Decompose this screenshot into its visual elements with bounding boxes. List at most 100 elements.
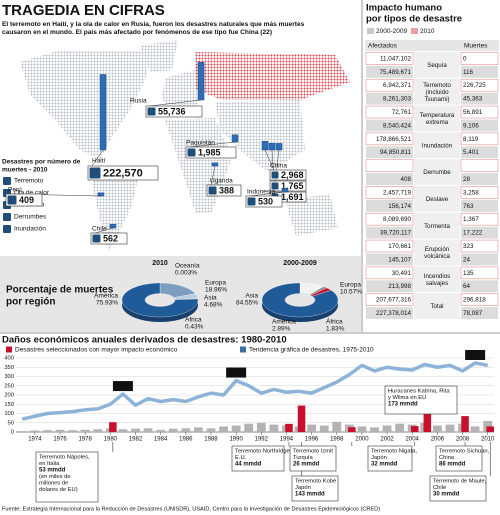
row-label-cell — [414, 105, 460, 132]
x-tick-label: 1982 — [129, 437, 143, 443]
column-header: Muertes — [464, 43, 488, 50]
continent — [215, 100, 305, 172]
x-tick-label: 2002 — [380, 437, 394, 443]
cell-value: 207,677,316 — [376, 297, 412, 304]
legend-label: Desastres seleccionados con mayor impact… — [15, 347, 178, 354]
y-tick-label: 350 — [4, 365, 14, 371]
row-label-cell — [414, 159, 460, 185]
annotation-amount: 44 mmdd — [235, 462, 262, 468]
annotation-box — [231, 445, 285, 472]
cell — [460, 132, 499, 146]
cell — [366, 199, 413, 212]
map-bar — [97, 192, 105, 197]
icon — [92, 234, 101, 243]
bar — [68, 430, 78, 432]
slice-value: 10.57% — [340, 289, 362, 296]
annotation-note: (en miles de — [39, 474, 71, 480]
region-title: Porcentaje de muertes — [6, 285, 114, 296]
annotation-amount: 26 mmdd — [293, 462, 320, 468]
slice-value: 0.43% — [185, 324, 204, 331]
cell — [365, 78, 414, 92]
row-label: Sequía — [427, 62, 447, 69]
legend-label: Ola de calor — [14, 190, 50, 197]
x-tick-label: 1980 — [104, 437, 118, 443]
row-label-cell — [414, 266, 460, 293]
legend-swatch — [240, 346, 246, 353]
pie-title: 2010 — [152, 260, 168, 267]
cell — [460, 293, 499, 306]
cell-value: 75,489,671 — [379, 69, 411, 76]
annotation-box — [367, 445, 413, 472]
value-box — [87, 165, 159, 181]
slice-label: América — [94, 293, 118, 300]
cell — [461, 280, 498, 293]
row-label: (incluido — [425, 89, 449, 96]
row-label: Incendios — [424, 273, 451, 280]
cell-value: 8,540,424 — [383, 122, 412, 129]
icon — [3, 225, 11, 233]
highlight-bar — [348, 427, 356, 432]
icon — [147, 107, 156, 116]
chart-title: Daños económicos anuales derivados de de… — [2, 335, 287, 346]
bar — [332, 421, 342, 432]
annotation-text: Terremoto Kobé — [295, 479, 336, 485]
cell-value: 296,818 — [463, 297, 486, 304]
row-label: Total — [430, 303, 443, 310]
slice-value: 1.83% — [326, 326, 345, 333]
annotation-text: China — [439, 455, 455, 461]
cell-value: 156,174 — [388, 203, 411, 210]
map-bar — [197, 61, 205, 101]
x-tick-label: 1978 — [79, 437, 93, 443]
cell — [460, 212, 499, 226]
annotation-box — [289, 445, 337, 472]
icon — [271, 182, 279, 190]
slice-value: 2.89% — [272, 326, 291, 333]
annotation-text: Terremoto de Maule, — [433, 479, 487, 485]
annotation-box — [384, 385, 458, 415]
annotation-text: Terremoto Sichuan, — [439, 449, 490, 455]
bar — [43, 430, 52, 432]
annotation-text: Terremoto Nigata, — [371, 449, 417, 455]
slice-value: 0.003% — [175, 270, 197, 277]
table-title: por tipos de desastre — [366, 14, 462, 25]
icon — [247, 197, 256, 206]
cell — [366, 226, 413, 239]
bar — [470, 426, 480, 432]
annotation-text: Japón — [371, 455, 387, 461]
cell — [460, 186, 499, 199]
annotation-text: en Italia — [39, 461, 60, 467]
cell-value: 30,491 — [392, 270, 412, 277]
highlight-bar — [297, 405, 306, 432]
pie-hole — [145, 293, 175, 307]
cell-value: 170,661 — [388, 243, 411, 250]
row-label-cell — [414, 78, 460, 105]
table-title: Impacto humano — [366, 3, 442, 14]
leader — [91, 149, 104, 167]
cell-value: 8,089,690 — [383, 216, 412, 223]
legend-swatch — [367, 28, 374, 34]
cell-value: 56,891 — [463, 109, 483, 116]
annotation-box — [291, 475, 339, 502]
annotation-text: Turquía — [293, 455, 314, 461]
leader — [149, 99, 202, 107]
map-value: 409 — [19, 195, 34, 205]
annotation-amount: 143 mmdd — [295, 492, 325, 498]
bar — [231, 425, 241, 432]
country-name: Uganda — [210, 178, 233, 185]
annotation-amount: 86 mmdd — [439, 462, 466, 468]
bar — [55, 429, 65, 432]
highlight-bar — [423, 399, 432, 432]
callout: 373 — [468, 350, 482, 359]
cell-value: 8,119 — [463, 136, 479, 143]
legend-label: Derrumbes — [14, 214, 47, 221]
annotation-amount: 53 mmdd — [39, 468, 66, 474]
map-value: 55,736 — [158, 106, 186, 116]
annotation-text: Huracanes Katrina, Rita — [388, 389, 450, 395]
row-label: Terremoto — [423, 82, 451, 89]
highlight-bar — [461, 416, 469, 432]
annotation-note: dolares de EU) — [39, 487, 78, 493]
cell-value: 0 — [463, 55, 467, 62]
map-value: 1,985 — [198, 147, 221, 157]
row-label: Tsunami) — [424, 96, 449, 103]
row-label: Tormenta — [424, 223, 450, 230]
